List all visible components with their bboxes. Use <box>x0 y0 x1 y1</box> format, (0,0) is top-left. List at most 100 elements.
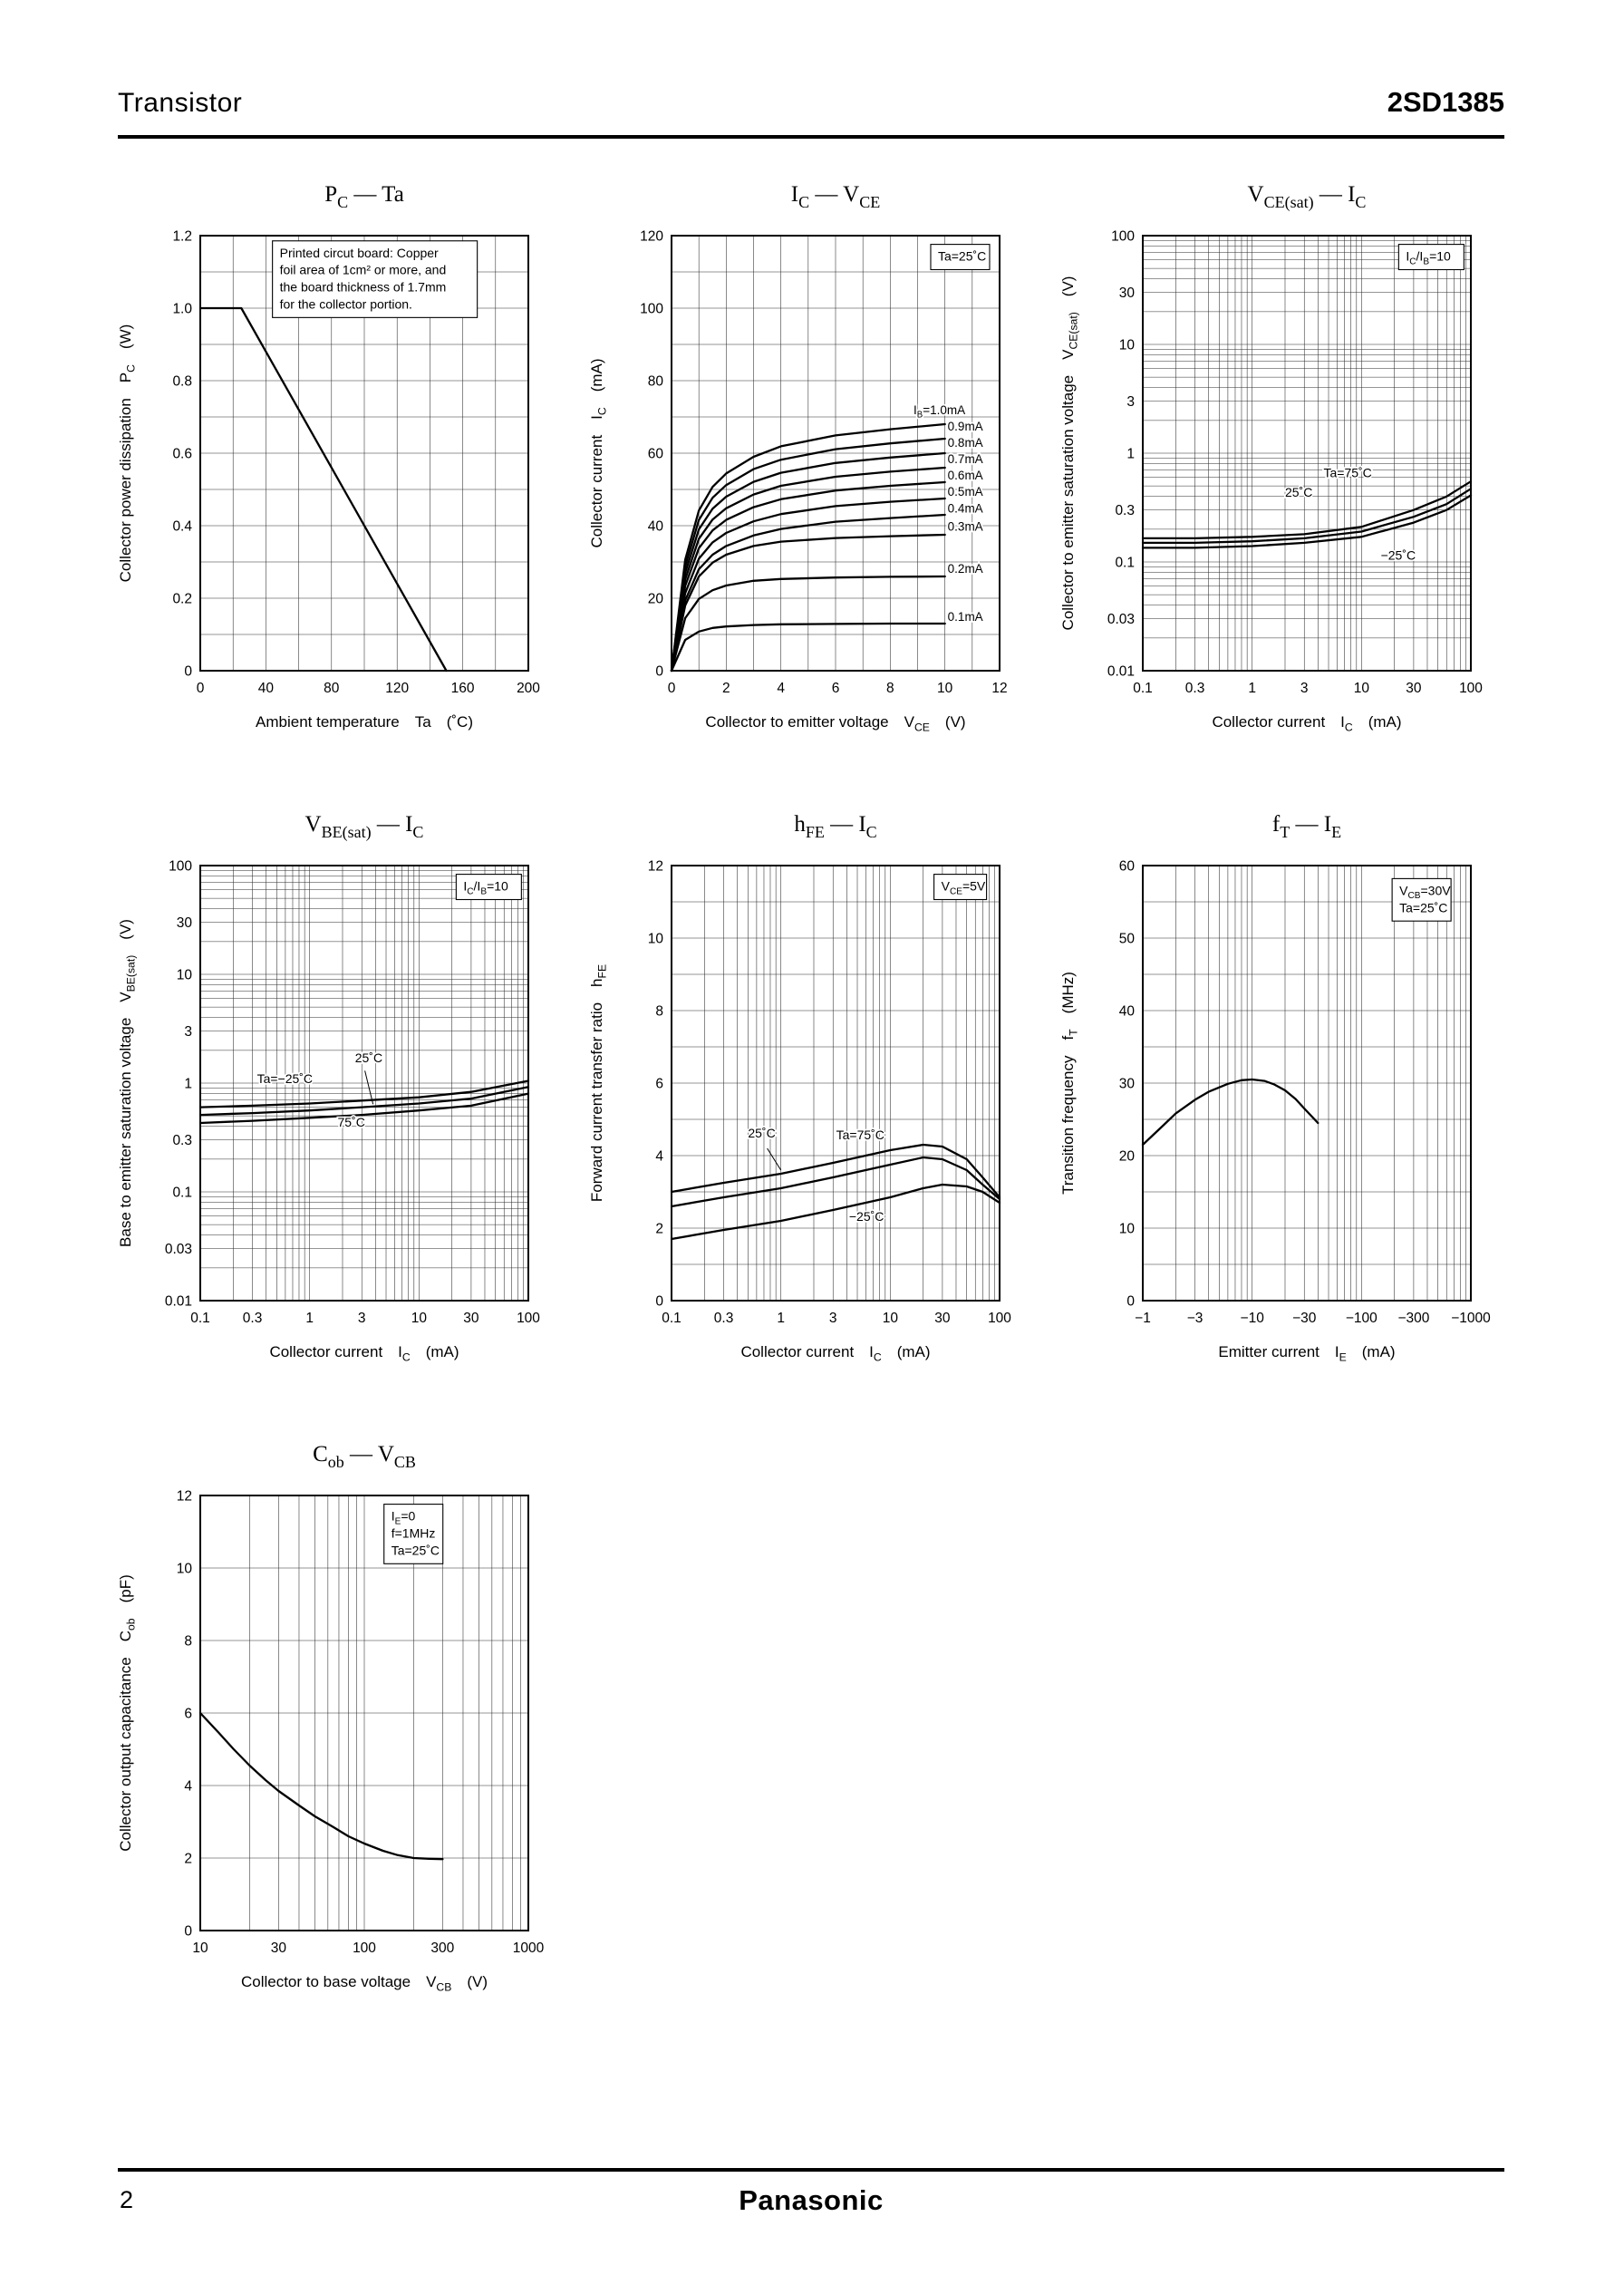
series-IB-0.2mA <box>670 575 946 673</box>
svg-text:60: 60 <box>648 447 664 462</box>
svg-text:0.3: 0.3 <box>1185 681 1205 696</box>
svg-text:120: 120 <box>385 681 409 696</box>
chart-title: Cob — VCB <box>313 1442 416 1471</box>
svg-text:30: 30 <box>934 1311 951 1326</box>
x-tick-labels: 0.1 0.3 1 3 10 30 100 <box>1133 681 1483 696</box>
series-group <box>198 1079 530 1125</box>
annotation-text: IC/IB=10 <box>1406 249 1451 267</box>
series-25C <box>670 1143 1001 1199</box>
plot-frame <box>1142 235 1472 672</box>
svg-text:100: 100 <box>1111 229 1135 245</box>
svg-text:0: 0 <box>197 681 205 696</box>
page-header: Transistor 2SD1385 <box>118 86 1504 139</box>
series-IB-0.8mA <box>670 451 946 673</box>
annotation-box <box>1397 244 1464 271</box>
doc-type-label: Transistor <box>118 88 243 118</box>
chart-canvas-vcesat-ic: VCE(sat) — IC0.1 0.3 1 3 10 30 1000.010.030.10… <box>1059 182 1483 734</box>
x-axis-title: Emitter current IE (mA) <box>1218 1343 1395 1364</box>
svg-text:12: 12 <box>991 681 1007 696</box>
chart-vcesat-ic: VCE(sat) — IC 0.1 0.3 1 3 10 30 100 0.01 0.03 0.1 0… <box>1049 161 1516 749</box>
svg-text:1: 1 <box>777 1311 785 1326</box>
svg-text:30: 30 <box>1119 1077 1136 1092</box>
series-group <box>198 1711 444 1861</box>
curve-label: −25˚C <box>1381 547 1416 562</box>
series-IB-1.0mA <box>670 422 946 673</box>
svg-text:10: 10 <box>177 1562 193 1577</box>
chart-labels: IC/IB=10 25˚C Ta=−25˚C 75˚C <box>256 874 522 1131</box>
svg-text:0.3: 0.3 <box>714 1311 734 1326</box>
svg-text:10: 10 <box>937 681 953 696</box>
svg-text:10: 10 <box>411 1311 428 1326</box>
x-tick-labels: 0.1 0.3 1 3 10 30 100 <box>662 1311 1011 1326</box>
annotation-box <box>930 244 991 271</box>
svg-text:8: 8 <box>886 681 894 696</box>
y-tick-labels: 0.01 0.03 0.1 0.3 1 3 10 30 100 <box>1107 229 1136 680</box>
svg-text:0.4: 0.4 <box>172 519 192 535</box>
curve-label: 0.1mA <box>948 610 983 624</box>
annotation-text: Ta=25˚C <box>392 1543 440 1557</box>
series-IB-0.9mA <box>670 437 946 673</box>
x-tick-labels: −1 −3 −10 −30 −100 −300 −1000 <box>1135 1311 1491 1326</box>
x-axis-title: Collector current IC (mA) <box>740 1343 930 1364</box>
y-tick-labels: 0 0.2 0.4 0.6 0.8 1.0 1.2 <box>172 229 192 680</box>
svg-text:−10: −10 <box>1241 1311 1265 1326</box>
svg-text:2: 2 <box>722 681 730 696</box>
svg-text:3: 3 <box>1126 394 1135 410</box>
x-tick-labels: 0 40 80 120 160 200 <box>197 681 541 696</box>
svg-text:0: 0 <box>1126 1294 1135 1310</box>
series-group <box>670 1143 1001 1241</box>
svg-text:0.3: 0.3 <box>172 1133 192 1148</box>
y-tick-labels: 0 2 4 6 8 10 12 <box>177 1489 193 1940</box>
label-leader-line <box>767 1147 782 1171</box>
y-axis-title: Collector to emitter saturation voltage … <box>1059 276 1080 631</box>
svg-text:12: 12 <box>177 1489 192 1505</box>
y-axis-title: Collector power dissipation PC (W) <box>117 324 138 583</box>
svg-text:30: 30 <box>177 915 193 931</box>
annotation-text: foil area of 1cm² or more, and <box>280 263 447 277</box>
annotation-text: Printed circut board: Copper <box>280 246 439 260</box>
svg-text:0: 0 <box>668 681 676 696</box>
svg-text:10: 10 <box>648 932 664 947</box>
chart-ic-vce: IC — VCE 0 2 4 6 8 10 12 0 20 40 60 80 100 120 Collecto… <box>578 161 1045 749</box>
x-axis-title: Collector to emitter voltage VCE (V) <box>705 713 965 734</box>
svg-text:2: 2 <box>655 1222 663 1237</box>
series-Ta-25C <box>1141 488 1473 545</box>
chart-vbesat-ic: VBE(sat) — IC 0.1 0.3 1 3 10 30 100 0.01 0.03 0.1 0… <box>107 791 574 1379</box>
y-axis-title: Collector output capacitance Cob (pF) <box>117 1574 138 1852</box>
svg-text:0: 0 <box>184 664 192 680</box>
chart-cob-vcb: Cob — VCB 10 30 100 300 1000 0 2 4 6 8 10 12 Collecto… <box>107 1421 574 2008</box>
series-group <box>670 422 946 673</box>
svg-text:0.1: 0.1 <box>1133 681 1153 696</box>
svg-text:160: 160 <box>451 681 475 696</box>
y-axis-title: Collector current IC (mA) <box>588 358 609 547</box>
label-leader-line <box>364 1070 374 1105</box>
svg-text:3: 3 <box>829 1311 837 1326</box>
chart-title: VCE(sat) — IC <box>1248 182 1367 212</box>
curve-label: 0.4mA <box>948 502 983 516</box>
y-tick-labels: 0 2 4 6 8 10 12 <box>648 859 664 1310</box>
svg-text:10: 10 <box>1354 681 1370 696</box>
y-axis-title: Base to emitter saturation voltage VBE(s… <box>117 919 138 1247</box>
grid-lines <box>199 1495 529 1931</box>
svg-text:1: 1 <box>184 1077 192 1092</box>
curve-label: 0.6mA <box>948 469 983 482</box>
chart-title: hFE — IC <box>794 812 876 841</box>
svg-text:10: 10 <box>883 1311 899 1326</box>
svg-text:1: 1 <box>305 1311 314 1326</box>
svg-text:8: 8 <box>184 1634 192 1650</box>
svg-text:0: 0 <box>655 1294 663 1310</box>
curve-label: 25˚C <box>1285 485 1312 499</box>
svg-text:−100: −100 <box>1346 1311 1378 1326</box>
svg-text:3: 3 <box>358 1311 366 1326</box>
curve-label: −25˚C <box>849 1209 884 1224</box>
svg-text:1.0: 1.0 <box>172 302 192 317</box>
annotation-text: f=1MHz <box>392 1526 436 1541</box>
grid-lines <box>671 865 1000 1302</box>
plot-frame <box>199 1495 529 1931</box>
chart-canvas-hfe-ic: hFE — IC 0.1 0.3 1 3 10 30 100 0 2 4 6 8 10 12 Collecto… <box>588 812 1011 1364</box>
svg-text:4: 4 <box>777 681 785 696</box>
series--25C <box>670 1183 1001 1241</box>
svg-text:0.8: 0.8 <box>172 374 192 390</box>
y-tick-labels: 0 10 20 30 40 50 60 <box>1119 859 1136 1310</box>
grid-lines <box>199 865 529 1302</box>
